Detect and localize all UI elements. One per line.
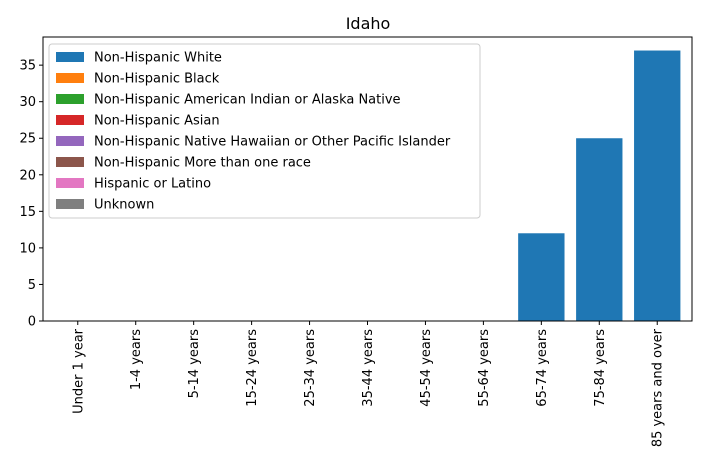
- x-tick-label: 65-74 years: [535, 329, 550, 407]
- x-tick-label: 1-4 years: [129, 329, 144, 390]
- legend-swatch: [56, 52, 84, 62]
- legend-label: Non-Hispanic More than one race: [94, 156, 311, 171]
- x-tick-label: 85 years and over: [651, 328, 666, 447]
- bar: [634, 50, 681, 322]
- legend-swatch: [56, 178, 84, 188]
- legend-swatch: [56, 73, 84, 83]
- y-tick-label: 20: [19, 168, 36, 183]
- x-tick-label: 15-24 years: [245, 329, 260, 407]
- legend-label: Non-Hispanic White: [94, 51, 222, 66]
- legend-box: [48, 43, 481, 219]
- legend-swatch: [56, 136, 84, 146]
- y-tick-label: 25: [19, 132, 36, 147]
- x-tick-label: 25-34 years: [303, 329, 318, 407]
- legend-label: Non-Hispanic Native Hawaiian or Other Pa…: [94, 135, 451, 150]
- y-axis: 0 5 10 15 20 25 30 35: [19, 59, 43, 330]
- y-tick-label: 35: [19, 59, 36, 74]
- legend-label: Hispanic or Latino: [94, 177, 211, 192]
- y-tick-label: 30: [19, 95, 36, 110]
- legend-swatch: [56, 157, 84, 167]
- bars-group: [518, 50, 681, 322]
- x-tick-label: 5-14 years: [187, 329, 202, 399]
- y-tick-label: 0: [28, 315, 36, 330]
- legend: Non-Hispanic White Non-Hispanic Black Non-…: [48, 43, 481, 219]
- x-tick-label: 75-84 years: [593, 329, 608, 407]
- legend-label: Non-Hispanic American Indian or Alaska N…: [94, 93, 401, 108]
- x-tick-label: 55-64 years: [477, 329, 492, 407]
- x-tick-label: Under 1 year: [71, 328, 86, 414]
- chart-title: Idaho: [346, 14, 391, 33]
- y-tick-label: 5: [28, 278, 36, 293]
- x-tick-label: 45-54 years: [419, 329, 434, 407]
- x-tick-label: 35-44 years: [361, 329, 376, 407]
- bar: [576, 138, 623, 321]
- legend-label: Non-Hispanic Asian: [94, 114, 220, 129]
- y-tick-label: 10: [19, 241, 36, 256]
- y-tick-label: 15: [19, 205, 36, 220]
- legend-label: Non-Hispanic Black: [94, 72, 220, 87]
- bar: [518, 233, 565, 321]
- x-axis: Under 1 year 1-4 years 5-14 years 15-24 yea…: [71, 321, 666, 447]
- legend-label: Unknown: [94, 198, 154, 213]
- legend-swatch: [56, 115, 84, 125]
- legend-swatch: [56, 94, 84, 104]
- legend-swatch: [56, 199, 84, 209]
